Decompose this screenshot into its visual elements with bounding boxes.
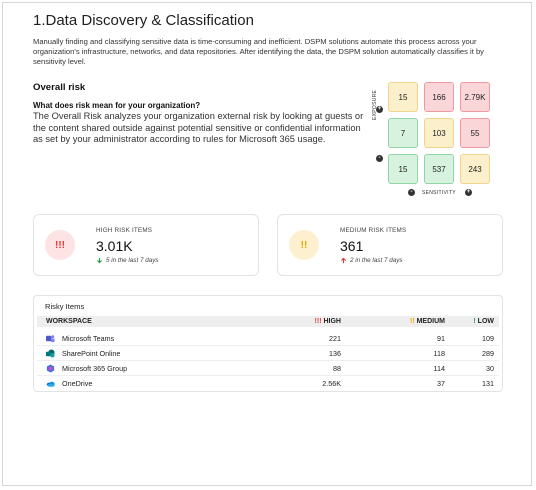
overall-risk-heading: Overall risk [33, 82, 86, 93]
medium-risk-value: 361 [340, 238, 364, 254]
low-value: 289 [482, 349, 494, 358]
onedrive-icon [46, 381, 55, 387]
matrix-cell[interactable]: 55 [460, 118, 490, 148]
high-risk-value: 3.01K [96, 238, 133, 254]
medium-value: 91 [437, 334, 445, 343]
high-value: 221 [329, 334, 341, 343]
arrow-down-icon [97, 257, 102, 264]
col-workspace[interactable]: WORKSPACE [46, 318, 92, 325]
medium-value: 118 [433, 349, 445, 358]
workspace-name: Microsoft Teams [62, 334, 115, 343]
low-value: 30 [486, 364, 494, 373]
high-risk-card[interactable]: !!! HIGH RISK ITEMS 3.01K 5 in the last … [33, 214, 259, 276]
table-header: WORKSPACE !!! HIGH !! MEDIUM ! LOW [37, 316, 499, 327]
matrix-cell[interactable]: 2.79K [460, 82, 490, 112]
risk-matrix: 15 166 2.79K 7 103 55 15 537 243 [388, 82, 490, 186]
medium-risk-trend: 2 in the last 7 days [340, 257, 403, 264]
high-risk-icon: !!! [45, 230, 75, 260]
workspace-name: OneDrive [62, 379, 93, 388]
matrix-cell[interactable]: 103 [424, 118, 454, 148]
col-medium[interactable]: !! MEDIUM [409, 318, 445, 325]
intro-paragraph: Manually finding and classifying sensiti… [33, 37, 484, 66]
medium-value: 114 [433, 364, 445, 373]
workspace-name: Microsoft 365 Group [62, 364, 128, 373]
sensitivity-axis-label: SENSITIVITY [422, 190, 456, 196]
matrix-cell[interactable]: 166 [424, 82, 454, 112]
medium-risk-icon: !! [289, 230, 319, 260]
sensitivity-minus-icon: - [408, 189, 415, 196]
sensitivity-plus-icon: + [465, 189, 472, 196]
high-risk-trend: 5 in the last 7 days [96, 257, 159, 264]
table-row[interactable]: SharePoint Online 136 118 289 [37, 346, 499, 361]
matrix-cell[interactable]: 7 [388, 118, 418, 148]
risk-question: What does risk mean for your organizatio… [33, 101, 201, 110]
low-value: 131 [482, 379, 494, 388]
page-title: 1.Data Discovery & Classification [33, 12, 254, 29]
sharepoint-icon [46, 349, 55, 358]
exposure-minus-icon: - [376, 155, 383, 162]
high-value: 88 [333, 364, 341, 373]
workspace-name: SharePoint Online [62, 349, 121, 358]
m365-group-icon [46, 364, 55, 373]
exposure-plus-icon: + [376, 106, 383, 113]
high-risk-trend-text: 5 in the last 7 days [106, 257, 159, 264]
low-value: 109 [482, 334, 494, 343]
exposure-axis-label: EXPOSURE [372, 89, 378, 120]
medium-value: 37 [437, 379, 445, 388]
high-risk-label: HIGH RISK ITEMS [96, 227, 153, 234]
matrix-cell[interactable]: 15 [388, 82, 418, 112]
table-row[interactable]: OneDrive 2.56K 37 131 [37, 376, 499, 391]
risky-items-table: Risky Items WORKSPACE !!! HIGH !! MEDIUM… [33, 295, 503, 392]
risk-explanation: The Overall Risk analyzes your organizat… [33, 111, 364, 144]
high-value: 136 [329, 349, 341, 358]
col-high[interactable]: !!! HIGH [314, 318, 341, 325]
high-value: 2.56K [322, 379, 341, 388]
table-row[interactable]: Microsoft Teams 221 91 109 [37, 331, 499, 346]
medium-risk-trend-text: 2 in the last 7 days [350, 257, 403, 264]
matrix-cell[interactable]: 15 [388, 154, 418, 184]
col-low[interactable]: ! LOW [473, 318, 494, 325]
risky-items-title: Risky Items [45, 302, 85, 311]
medium-risk-card[interactable]: !! MEDIUM RISK ITEMS 361 2 in the last 7… [277, 214, 503, 276]
matrix-cell[interactable]: 537 [424, 154, 454, 184]
matrix-cell[interactable]: 243 [460, 154, 490, 184]
arrow-up-icon [341, 257, 346, 264]
medium-risk-label: MEDIUM RISK ITEMS [340, 227, 407, 234]
teams-icon [46, 335, 55, 343]
table-row[interactable]: Microsoft 365 Group 88 114 30 [37, 361, 499, 376]
